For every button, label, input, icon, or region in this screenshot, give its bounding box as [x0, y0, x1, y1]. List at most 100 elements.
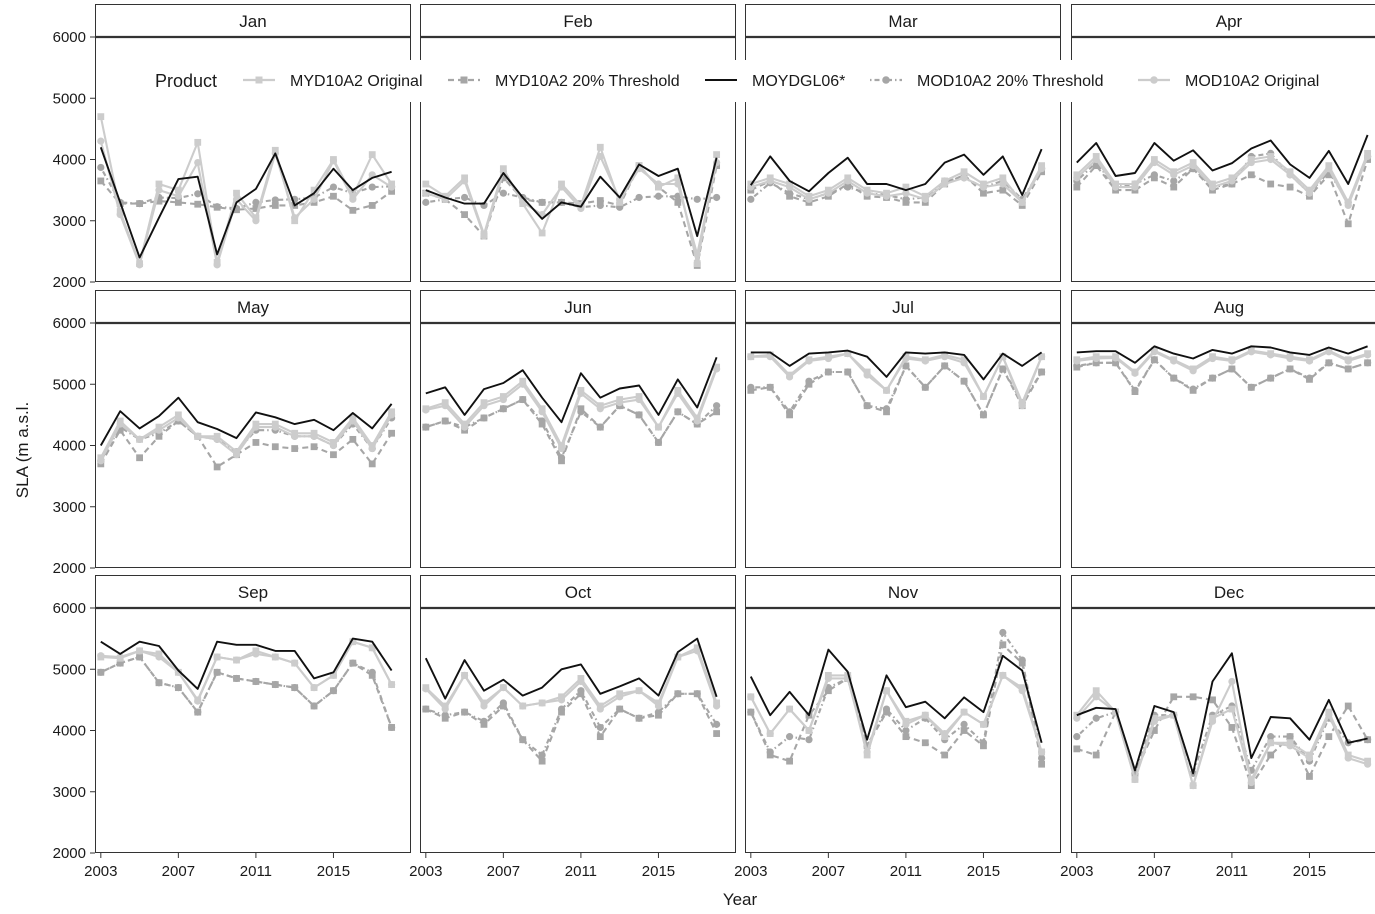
data-point	[310, 186, 318, 194]
panel-frame	[1071, 608, 1375, 853]
data-point	[232, 674, 241, 683]
series-moydgl	[750, 349, 1043, 381]
data-point	[499, 174, 507, 182]
data-point	[902, 195, 910, 203]
data-point	[1131, 775, 1139, 784]
series-line	[750, 349, 1043, 381]
data-point	[616, 195, 624, 203]
facet-strip-label: Jan	[239, 12, 266, 31]
data-point	[654, 708, 663, 716]
data-point	[1325, 711, 1333, 719]
series-mod-thr	[422, 687, 721, 759]
data-point	[1170, 357, 1178, 365]
data-point	[538, 757, 546, 765]
series-mod-orig	[747, 671, 1046, 756]
series-line	[99, 419, 393, 468]
x-tick-label: 2015	[1293, 863, 1326, 880]
data-point	[330, 192, 337, 200]
data-point	[1073, 745, 1081, 753]
data-point	[766, 177, 774, 185]
data-point	[1189, 782, 1197, 790]
data-point	[460, 671, 469, 679]
data-point	[480, 232, 488, 240]
data-point	[960, 174, 968, 182]
data-point	[368, 202, 376, 209]
data-point	[902, 362, 910, 370]
data-point	[499, 684, 507, 692]
data-point	[693, 250, 701, 259]
data-point	[174, 186, 182, 194]
data-point	[960, 168, 968, 176]
data-point	[388, 723, 396, 732]
data-point	[1073, 357, 1081, 365]
series-line	[749, 674, 1043, 753]
facet-strip	[95, 4, 411, 38]
legend-label: MOYDGL06*	[752, 73, 845, 90]
data-point	[979, 720, 988, 728]
data-point	[1038, 760, 1046, 768]
data-point	[1247, 383, 1255, 391]
series-line	[425, 398, 718, 459]
y-tick-label: 2000	[53, 560, 86, 577]
data-point	[1267, 739, 1275, 747]
data-point	[1092, 751, 1100, 759]
data-point	[499, 395, 507, 404]
data-point	[747, 183, 755, 191]
series-moydgl	[1076, 134, 1369, 185]
data-point	[174, 198, 182, 206]
data-point	[460, 423, 469, 431]
data-point	[1073, 183, 1081, 191]
data-point	[863, 402, 871, 410]
data-point	[330, 451, 337, 459]
data-point	[349, 435, 357, 443]
y-tick-label: 2000	[53, 845, 86, 862]
series-moydgl	[1076, 345, 1368, 364]
data-point	[805, 736, 813, 744]
data-point	[824, 354, 832, 363]
data-point	[1189, 367, 1197, 375]
data-point	[960, 708, 968, 716]
data-point	[368, 151, 376, 158]
data-point	[674, 198, 682, 206]
data-point	[310, 684, 318, 692]
series-line	[750, 165, 1043, 204]
data-point	[1150, 171, 1158, 179]
data-point	[291, 684, 299, 692]
data-point	[194, 200, 202, 208]
data-point	[693, 647, 701, 655]
x-tick-label: 2007	[1138, 863, 1171, 880]
series-line	[100, 655, 393, 728]
data-point	[232, 656, 241, 664]
data-point	[291, 659, 299, 667]
data-point	[1131, 386, 1139, 394]
data-point	[441, 417, 449, 425]
data-point	[960, 377, 968, 385]
x-tick-label: 2007	[812, 863, 845, 880]
data-point	[1111, 354, 1120, 362]
data-point	[368, 460, 376, 468]
data-point	[1344, 365, 1352, 373]
series-line	[750, 364, 1043, 416]
x-tick-label: 2011	[890, 863, 922, 880]
data-point	[747, 708, 755, 716]
data-point	[1038, 368, 1046, 376]
data-point	[882, 192, 891, 200]
data-point	[921, 739, 929, 747]
data-point	[844, 183, 852, 191]
data-point	[577, 408, 585, 416]
data-point	[233, 189, 240, 197]
facet-strip	[1071, 4, 1375, 38]
data-point	[1286, 365, 1294, 373]
y-tick-label: 3000	[53, 499, 86, 516]
data-point	[1325, 359, 1333, 367]
data-point	[1344, 357, 1352, 365]
data-point	[499, 405, 507, 413]
legend-label: MYD10A2 20% Threshold	[495, 73, 680, 90]
data-point	[1305, 189, 1314, 197]
y-tick-label: 6000	[53, 600, 86, 617]
facet-strip-label: Jul	[892, 298, 914, 317]
data-point	[1150, 356, 1158, 364]
data-point	[329, 157, 338, 165]
facet-strip-label: Nov	[888, 583, 919, 602]
data-point	[1228, 705, 1236, 713]
